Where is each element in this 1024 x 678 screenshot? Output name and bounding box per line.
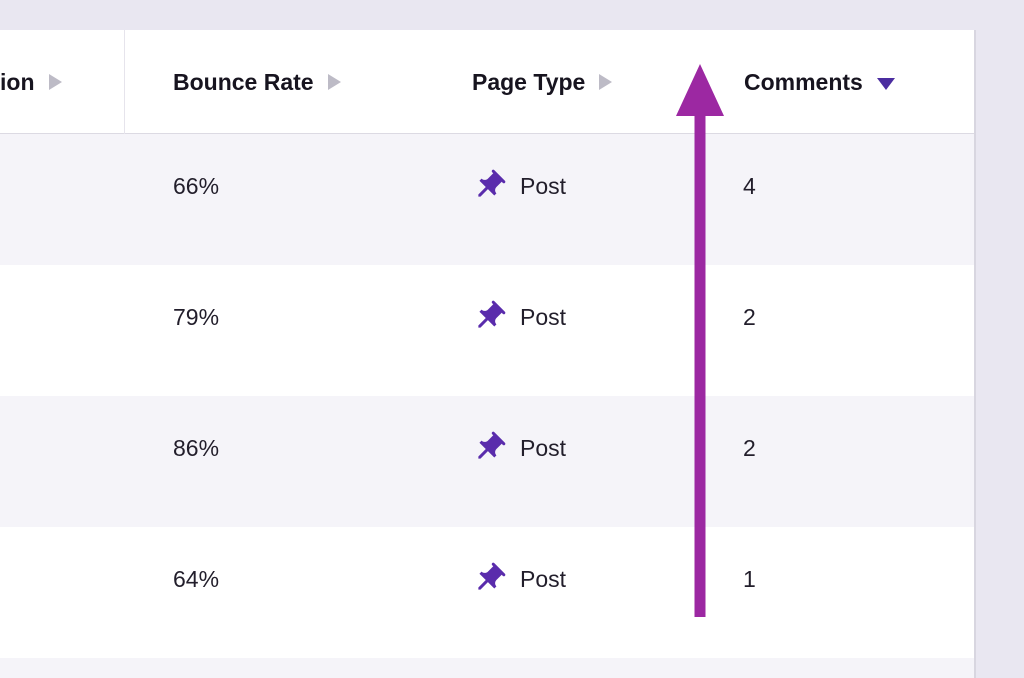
table-row-partial (0, 658, 974, 678)
pin-icon (478, 431, 506, 459)
comments-cell: 2 (743, 265, 756, 369)
column-header-page-type[interactable]: Page Type (472, 30, 613, 134)
comments-value: 2 (743, 303, 756, 330)
pin-icon (478, 562, 506, 590)
column-header-truncated[interactable]: ion (0, 30, 125, 134)
chevron-right-icon (327, 74, 341, 90)
bounce-rate-cell: 64% (173, 527, 219, 631)
bounce-rate-value: 66% (173, 172, 220, 199)
page-type-value: Post (520, 303, 567, 330)
table-row[interactable]: 64% Post 1 (0, 527, 974, 658)
comments-value: 2 (743, 434, 756, 461)
page-type-cell: Post (471, 527, 566, 631)
column-header-bounce-rate[interactable]: Bounce Rate (173, 30, 341, 134)
table-row[interactable]: 79% Post 2 (0, 265, 974, 396)
table-row[interactable]: 66% Post 4 (0, 134, 974, 265)
pin-icon (478, 300, 506, 328)
page-type-value: Post (520, 434, 567, 461)
comments-cell: 4 (743, 134, 756, 238)
sort-descending-icon (876, 77, 895, 90)
bounce-rate-value: 64% (173, 565, 220, 592)
page-type-cell: Post (471, 265, 566, 369)
table-header: ion Bounce Rate Page Type Comments (0, 30, 974, 134)
column-label: Bounce Rate (173, 68, 314, 95)
table-row[interactable]: 86% Post 2 (0, 396, 974, 527)
comments-value: 4 (743, 172, 756, 199)
chevron-right-icon (48, 74, 62, 90)
comments-value: 1 (743, 565, 756, 592)
column-label: Comments (744, 68, 863, 95)
comments-cell: 2 (743, 396, 756, 500)
pin-icon (478, 169, 506, 197)
bounce-rate-cell: 79% (173, 265, 219, 369)
page-type-value: Post (520, 172, 567, 199)
bounce-rate-cell: 66% (173, 134, 219, 238)
column-label: ion (0, 68, 35, 95)
page-type-cell: Post (471, 396, 566, 500)
bounce-rate-value: 86% (173, 434, 220, 461)
column-label: Page Type (472, 68, 586, 95)
data-table: ion Bounce Rate Page Type Comments 66% P… (0, 30, 976, 678)
column-header-comments[interactable]: Comments (744, 30, 895, 134)
page-type-cell: Post (471, 134, 566, 238)
bounce-rate-cell: 86% (173, 396, 219, 500)
comments-cell: 1 (743, 527, 756, 631)
bounce-rate-value: 79% (173, 303, 220, 330)
page-type-value: Post (520, 565, 567, 592)
chevron-right-icon (599, 74, 613, 90)
